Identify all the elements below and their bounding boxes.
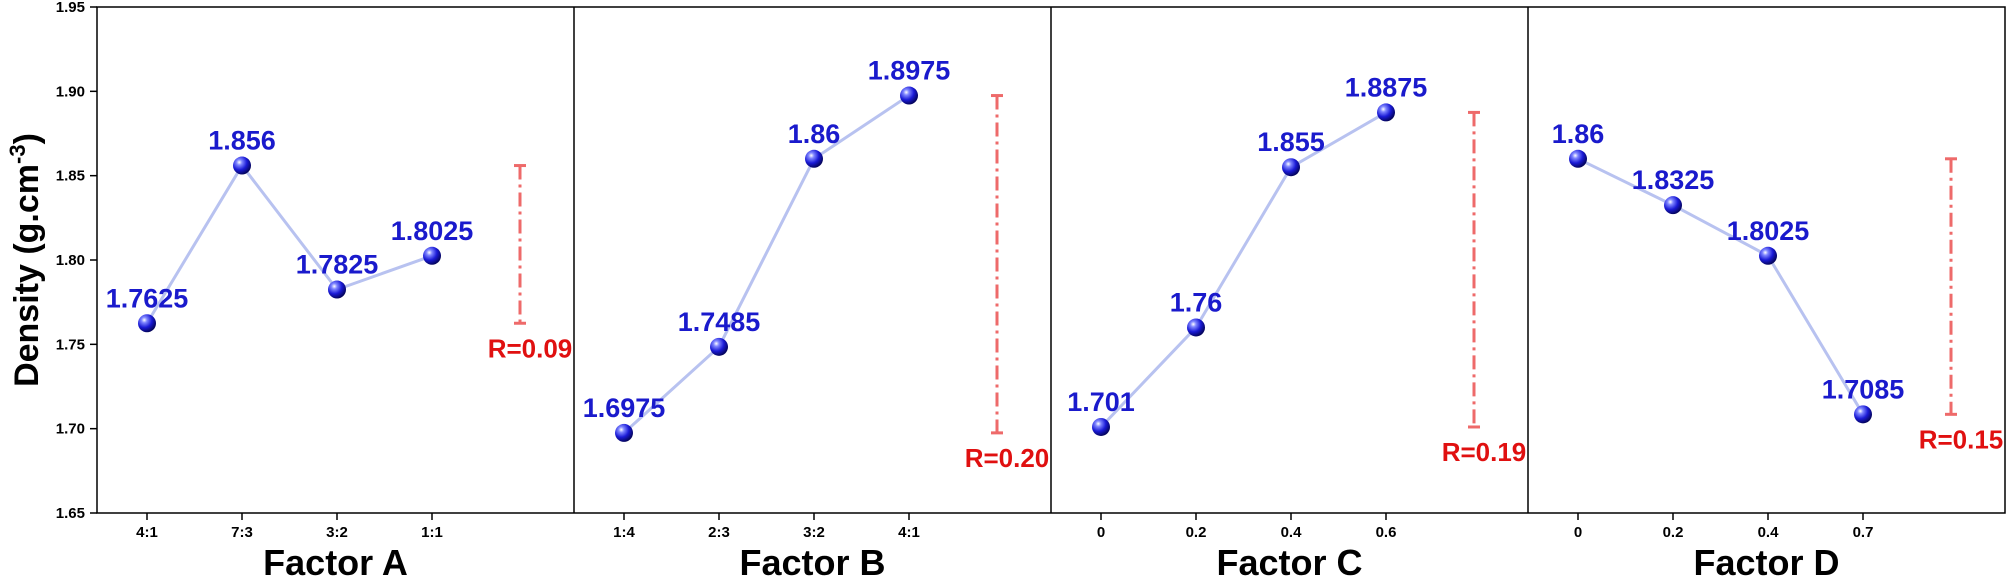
factor-c-data-label: 1.855 <box>1257 127 1325 157</box>
factor-a-category-label: 7:3 <box>231 524 253 541</box>
factor-c-category-label: 0.4 <box>1281 524 1303 541</box>
y-tick-label: 1.65 <box>56 505 85 522</box>
factor-d-data-point <box>1569 149 1587 168</box>
factor-a-category-label: 1:1 <box>421 524 443 541</box>
factor-b-data-label: 1.6975 <box>583 393 666 423</box>
factor-b-data-point <box>615 423 633 442</box>
y-tick-label: 1.95 <box>56 0 85 16</box>
factor-a-data-label: 1.7625 <box>106 283 189 313</box>
factor-d-series-line <box>1577 157 1865 416</box>
factor-a-data-point <box>328 280 346 299</box>
factor-c-category-label: 0.2 <box>1186 524 1207 541</box>
factor-d-data-point <box>1854 405 1872 424</box>
y-tick-label: 1.80 <box>56 252 85 269</box>
factor-a-series-line <box>145 162 433 325</box>
factor-b-data-label: 1.7485 <box>678 307 761 337</box>
factor-a-data-point <box>138 314 156 333</box>
factor-a-data-point <box>233 156 251 175</box>
factor-c-data-label: 1.701 <box>1067 387 1135 417</box>
factor-a-range-label: R=0.09 <box>488 333 573 363</box>
factor-a-data-point <box>423 246 441 265</box>
factor-d-category-label: 0 <box>1574 524 1582 541</box>
labels-layer: 1.65 1.70 1.75 1.80 1.85 1.90 1.95 Density (g.c… <box>5 0 2003 583</box>
factor-b-category-label: 4:1 <box>898 524 920 541</box>
factor-d-data-label: 1.8025 <box>1727 216 1810 246</box>
series-layer <box>138 86 1957 442</box>
factor-c-data-label: 1.76 <box>1170 287 1223 317</box>
factor-b-data-label: 1.86 <box>788 119 841 149</box>
y-axis-title: Density (g.cm-3) <box>5 133 46 387</box>
factor-a-data-label: 1.856 <box>208 126 276 156</box>
factor-c-category-label: 0 <box>1097 524 1105 541</box>
factor-c-data-label: 1.8875 <box>1345 72 1428 102</box>
factor-c-data-point <box>1377 103 1395 122</box>
factor-c-data-point <box>1187 318 1205 337</box>
y-tick-label: 1.85 <box>56 168 85 185</box>
factor-d-category-label: 0.7 <box>1853 524 1874 541</box>
factor-a-axis-label: Factor A <box>263 542 408 583</box>
y-tick-label: 1.90 <box>56 83 85 100</box>
factor-c-axis-label: Factor C <box>1216 542 1362 583</box>
factor-d-category-label: 0.2 <box>1663 524 1684 541</box>
factor-c-data-point <box>1282 158 1300 177</box>
factor-c-range-label: R=0.19 <box>1442 437 1527 467</box>
factor-c-series-line <box>1099 111 1387 429</box>
factor-b-category-label: 3:2 <box>803 524 825 541</box>
factor-d-axis-label: Factor D <box>1693 542 1839 583</box>
y-tick-label: 1.75 <box>56 336 85 353</box>
factor-b-data-point <box>710 337 728 356</box>
factor-d-data-label: 1.7085 <box>1822 374 1905 404</box>
factor-b-axis-label: Factor B <box>739 542 885 583</box>
y-tick-label: 1.70 <box>56 421 85 438</box>
factor-d-data-label: 1.86 <box>1552 119 1605 149</box>
factor-a-data-label: 1.8025 <box>391 216 474 246</box>
factor-b-category-label: 1:4 <box>613 524 635 541</box>
factor-d-category-label: 0.4 <box>1758 524 1780 541</box>
factor-a-category-label: 3:2 <box>326 524 348 541</box>
factor-c-category-label: 0.6 <box>1376 524 1397 541</box>
factor-b-data-point <box>805 149 823 168</box>
factor-b-range-label: R=0.20 <box>965 443 1050 473</box>
factor-d-data-point <box>1759 246 1777 265</box>
factor-b-data-label: 1.8975 <box>868 56 951 86</box>
factor-b-series-line <box>622 94 910 434</box>
factor-d-data-label: 1.8325 <box>1632 165 1715 195</box>
factor-c-data-point <box>1092 417 1110 436</box>
factor-b-data-point <box>900 86 918 105</box>
factor-b-category-label: 2:3 <box>708 524 730 541</box>
axes-layer <box>90 6 2006 520</box>
factor-d-data-point <box>1664 196 1682 215</box>
factor-d-range-label: R=0.15 <box>1919 424 2004 454</box>
factor-a-category-label: 4:1 <box>136 524 158 541</box>
factor-a-data-label: 1.7825 <box>296 250 379 280</box>
